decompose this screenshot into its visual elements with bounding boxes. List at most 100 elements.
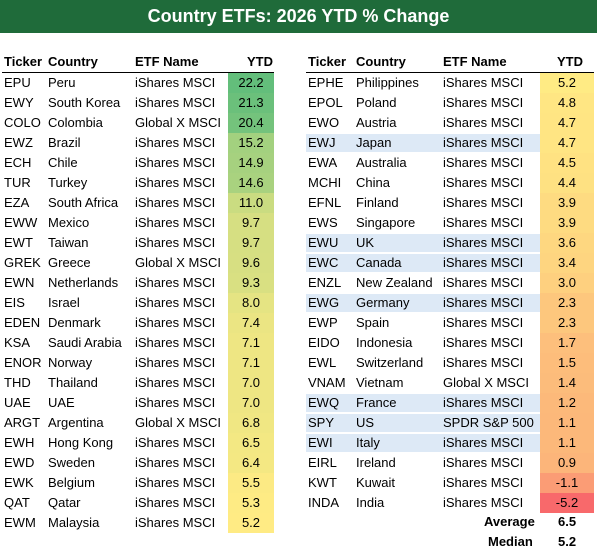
ytd-value-cell: 4.8	[540, 93, 594, 113]
ytd-value-cell: 9.3	[228, 273, 274, 293]
table-row: EPHE Philippines iShares MSCI 5.2	[306, 73, 594, 93]
country-cell: Taiwan	[48, 235, 89, 250]
ytd-value-cell: 11.0	[228, 193, 274, 213]
table-row: ENZL New Zealand iShares MSCI 3.0	[306, 273, 594, 293]
ticker-cell: SPY	[308, 415, 335, 430]
etf-name-cell: iShares MSCI	[443, 335, 524, 350]
ticker-cell: THD	[4, 375, 31, 390]
table-row: THD Thailand iShares MSCI 7.0	[2, 373, 274, 393]
etf-name-cell: iShares MSCI	[135, 315, 216, 330]
etf-name-cell: iShares MSCI	[443, 215, 524, 230]
table-row: ECH Chile iShares MSCI 14.9	[2, 153, 274, 173]
ytd-value-cell: 2.3	[540, 313, 594, 333]
ticker-cell: EWO	[308, 115, 340, 130]
etf-name-cell: iShares MSCI	[135, 515, 216, 530]
country-cell: Greece	[48, 255, 91, 270]
ytd-value-cell: 9.6	[228, 253, 274, 273]
table-row: EWP Spain iShares MSCI 2.3	[306, 313, 594, 333]
ticker-cell: EIS	[4, 295, 25, 310]
table-row: ENOR Norway iShares MSCI 7.1	[2, 353, 274, 373]
ytd-value-cell: 7.1	[228, 333, 274, 353]
ytd-value-cell: 14.6	[228, 173, 274, 193]
etf-name-cell: SPDR S&P 500	[443, 415, 534, 430]
header-country: Country	[356, 54, 406, 69]
summary-average: Average 6.5	[476, 512, 594, 532]
country-cell: Denmark	[48, 315, 101, 330]
ytd-value-cell: -5.2	[540, 493, 594, 513]
country-cell: Mexico	[48, 215, 90, 230]
left-table-header: Ticker Country ETF Name YTD	[2, 52, 274, 73]
country-cell: Norway	[48, 355, 93, 370]
etf-name-cell: Global X MSCI	[135, 255, 221, 270]
header-ticker: Ticker	[308, 54, 347, 69]
table-row: TUR Turkey iShares MSCI 14.6	[2, 173, 274, 193]
ticker-cell: EZA	[4, 195, 30, 210]
etf-name-cell: iShares MSCI	[135, 275, 216, 290]
ytd-value-cell: 1.4	[540, 373, 594, 393]
country-cell: Kuwait	[356, 475, 396, 490]
table-row: EWT Taiwan iShares MSCI 9.7	[2, 233, 274, 253]
table-row: KSA Saudi Arabia iShares MSCI 7.1	[2, 333, 274, 353]
table-row: SPY US SPDR S&P 500 1.1	[306, 413, 594, 433]
row-highlight	[306, 134, 540, 152]
country-cell: Singapore	[356, 215, 416, 230]
ytd-value-cell: 5.3	[228, 493, 274, 513]
ytd-value-cell: 9.7	[228, 213, 274, 233]
table-row: EWC Canada iShares MSCI 3.4	[306, 253, 594, 273]
table-row: EWL Switzerland iShares MSCI 1.5	[306, 353, 594, 373]
etf-name-cell: Global X MSCI	[135, 115, 221, 130]
table-row: EWS Singapore iShares MSCI 3.9	[306, 213, 594, 233]
etf-name-cell: iShares MSCI	[443, 435, 524, 450]
country-cell: Israel	[48, 295, 80, 310]
ytd-value-cell: 15.2	[228, 133, 274, 153]
table-row: ARGT Argentina Global X MSCI 6.8	[2, 413, 274, 433]
country-cell: Poland	[356, 95, 397, 110]
etf-name-cell: iShares MSCI	[135, 395, 216, 410]
ytd-value-cell: 7.0	[228, 373, 274, 393]
ytd-value-cell: 6.4	[228, 453, 274, 473]
country-cell: Italy	[356, 435, 380, 450]
country-cell: Argentina	[48, 415, 104, 430]
country-cell: Qatar	[48, 495, 81, 510]
etf-name-cell: iShares MSCI	[443, 315, 524, 330]
ytd-value-cell: 6.8	[228, 413, 274, 433]
ytd-value-cell: -1.1	[540, 473, 594, 493]
table-row: UAE UAE iShares MSCI 7.0	[2, 393, 274, 413]
etf-name-cell: iShares MSCI	[135, 95, 216, 110]
header-country: Country	[48, 54, 98, 69]
country-cell: Finland	[356, 195, 399, 210]
row-highlight	[306, 234, 540, 252]
ticker-cell: EPHE	[308, 75, 344, 90]
header-etf-name: ETF Name	[443, 54, 507, 69]
etf-name-cell: iShares MSCI	[443, 75, 524, 90]
country-cell: South Africa	[48, 195, 119, 210]
table-row: EWN Netherlands iShares MSCI 9.3	[2, 273, 274, 293]
country-cell: Malaysia	[48, 515, 100, 530]
ticker-cell: EWD	[4, 455, 35, 470]
table-row: EWU UK iShares MSCI 3.6	[306, 233, 594, 253]
etf-name-cell: iShares MSCI	[443, 295, 524, 310]
ytd-value-cell: 3.0	[540, 273, 594, 293]
table-row: EIRL Ireland iShares MSCI 0.9	[306, 453, 594, 473]
ytd-value-cell: 4.4	[540, 173, 594, 193]
right-table-header: Ticker Country ETF Name YTD	[306, 52, 594, 73]
country-cell: Peru	[48, 75, 76, 90]
table-row: EPOL Poland iShares MSCI 4.8	[306, 93, 594, 113]
country-cell: Switzerland	[356, 355, 424, 370]
country-cell: Austria	[356, 115, 397, 130]
ticker-cell: EWC	[308, 255, 339, 270]
ticker-cell: EIDO	[308, 335, 340, 350]
country-cell: India	[356, 495, 385, 510]
etf-name-cell: iShares MSCI	[443, 475, 524, 490]
ytd-value-cell: 4.5	[540, 153, 594, 173]
ytd-value-cell: 1.1	[540, 433, 594, 453]
ytd-value-cell: 7.4	[228, 313, 274, 333]
ticker-cell: EWA	[308, 155, 338, 170]
ytd-value-cell: 22.2	[228, 73, 274, 93]
etf-name-cell: iShares MSCI	[443, 455, 524, 470]
average-label: Average	[484, 514, 535, 529]
ytd-value-cell: 21.3	[228, 93, 274, 113]
country-cell: Indonesia	[356, 335, 413, 350]
etf-name-cell: iShares MSCI	[135, 495, 216, 510]
country-cell: Saudi Arabia	[48, 335, 122, 350]
